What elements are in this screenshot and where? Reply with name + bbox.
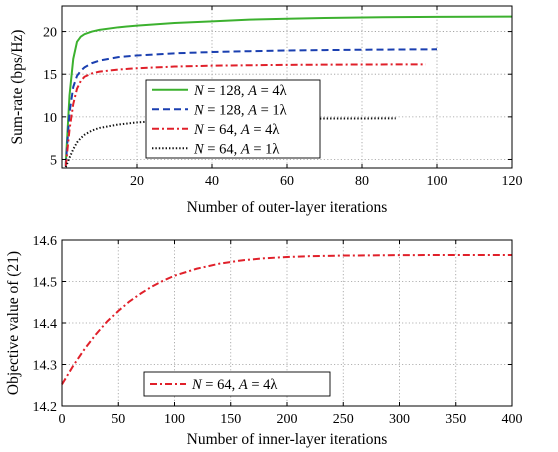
y-tick-label: 14.2 [33, 400, 58, 415]
objective-x-axis-label: Number of inner-layer iterations [187, 431, 388, 448]
y-tick-label: 14.3 [33, 359, 58, 374]
legend-entry-1: N = 64, A = 4λ [191, 377, 277, 393]
objective-grid [62, 240, 512, 406]
objective-chart: 0 50 100 150 200 250 300 350 400 14.2 14.3 14.4 14.5… [5, 234, 523, 448]
y-tick-label: 14.5 [33, 276, 58, 291]
sum-rate-series [64, 15, 513, 168]
x-tick-label: 200 [277, 412, 298, 427]
y-tick-label: 20 [43, 26, 57, 41]
objective-legend: N = 64, A = 4λ [143, 371, 331, 397]
series-line-1 [64, 15, 513, 164]
series-line-3 [64, 63, 426, 167]
x-tick-label: 100 [427, 174, 448, 189]
x-tick-label: 60 [280, 174, 294, 189]
x-tick-label: 250 [333, 412, 354, 427]
objective-series [61, 253, 512, 385]
legend-entry-4: N = 64, A = 1λ [193, 141, 279, 157]
x-tick-label: 80 [355, 174, 369, 189]
legend-entry-1: N = 128, A = 4λ [193, 83, 287, 99]
sum-rate-grid [62, 6, 512, 168]
objective-y-axis-label: Objective value of (21) [5, 251, 22, 395]
y-tick-label: 14.4 [33, 317, 58, 332]
x-tick-label: 40 [205, 174, 219, 189]
x-tick-label: 100 [164, 412, 185, 427]
sum-rate-legend: N = 128, A = 4λ N = 128, A = 1λ N = 64, A … [145, 79, 321, 159]
x-tick-label: 350 [445, 412, 466, 427]
x-tick-label: 400 [502, 412, 523, 427]
y-tick-label: 15 [43, 68, 57, 83]
objective-ticks: 0 50 100 150 200 250 300 350 400 14.2 14.3 14.4 14.5… [33, 234, 523, 427]
series-line-2 [64, 48, 438, 166]
y-tick-label: 14.6 [33, 234, 58, 249]
x-tick-label: 50 [111, 412, 125, 427]
x-tick-label: 150 [220, 412, 241, 427]
legend-entry-3: N = 64, A = 4λ [193, 122, 279, 138]
x-tick-label: 300 [389, 412, 410, 427]
y-tick-label: 10 [43, 111, 57, 126]
y-tick-label: 5 [50, 153, 57, 168]
legend-entry-2: N = 128, A = 1λ [193, 102, 287, 118]
x-tick-label: 20 [130, 174, 144, 189]
legend-box [145, 79, 321, 159]
sum-rate-chart: 20 40 60 80 100 120 5 10 15 20 Number of outer-la… [9, 5, 523, 216]
sum-rate-y-axis-label: Sum-rate (bps/Hz) [9, 30, 26, 145]
sum-rate-x-axis-label: Number of outer-layer iterations [187, 199, 388, 216]
x-tick-label: 0 [59, 412, 66, 427]
series-line-1 [61, 253, 512, 385]
sum-rate-ticks: 20 40 60 80 100 120 5 10 15 20 [43, 6, 523, 189]
x-tick-label: 120 [502, 174, 523, 189]
